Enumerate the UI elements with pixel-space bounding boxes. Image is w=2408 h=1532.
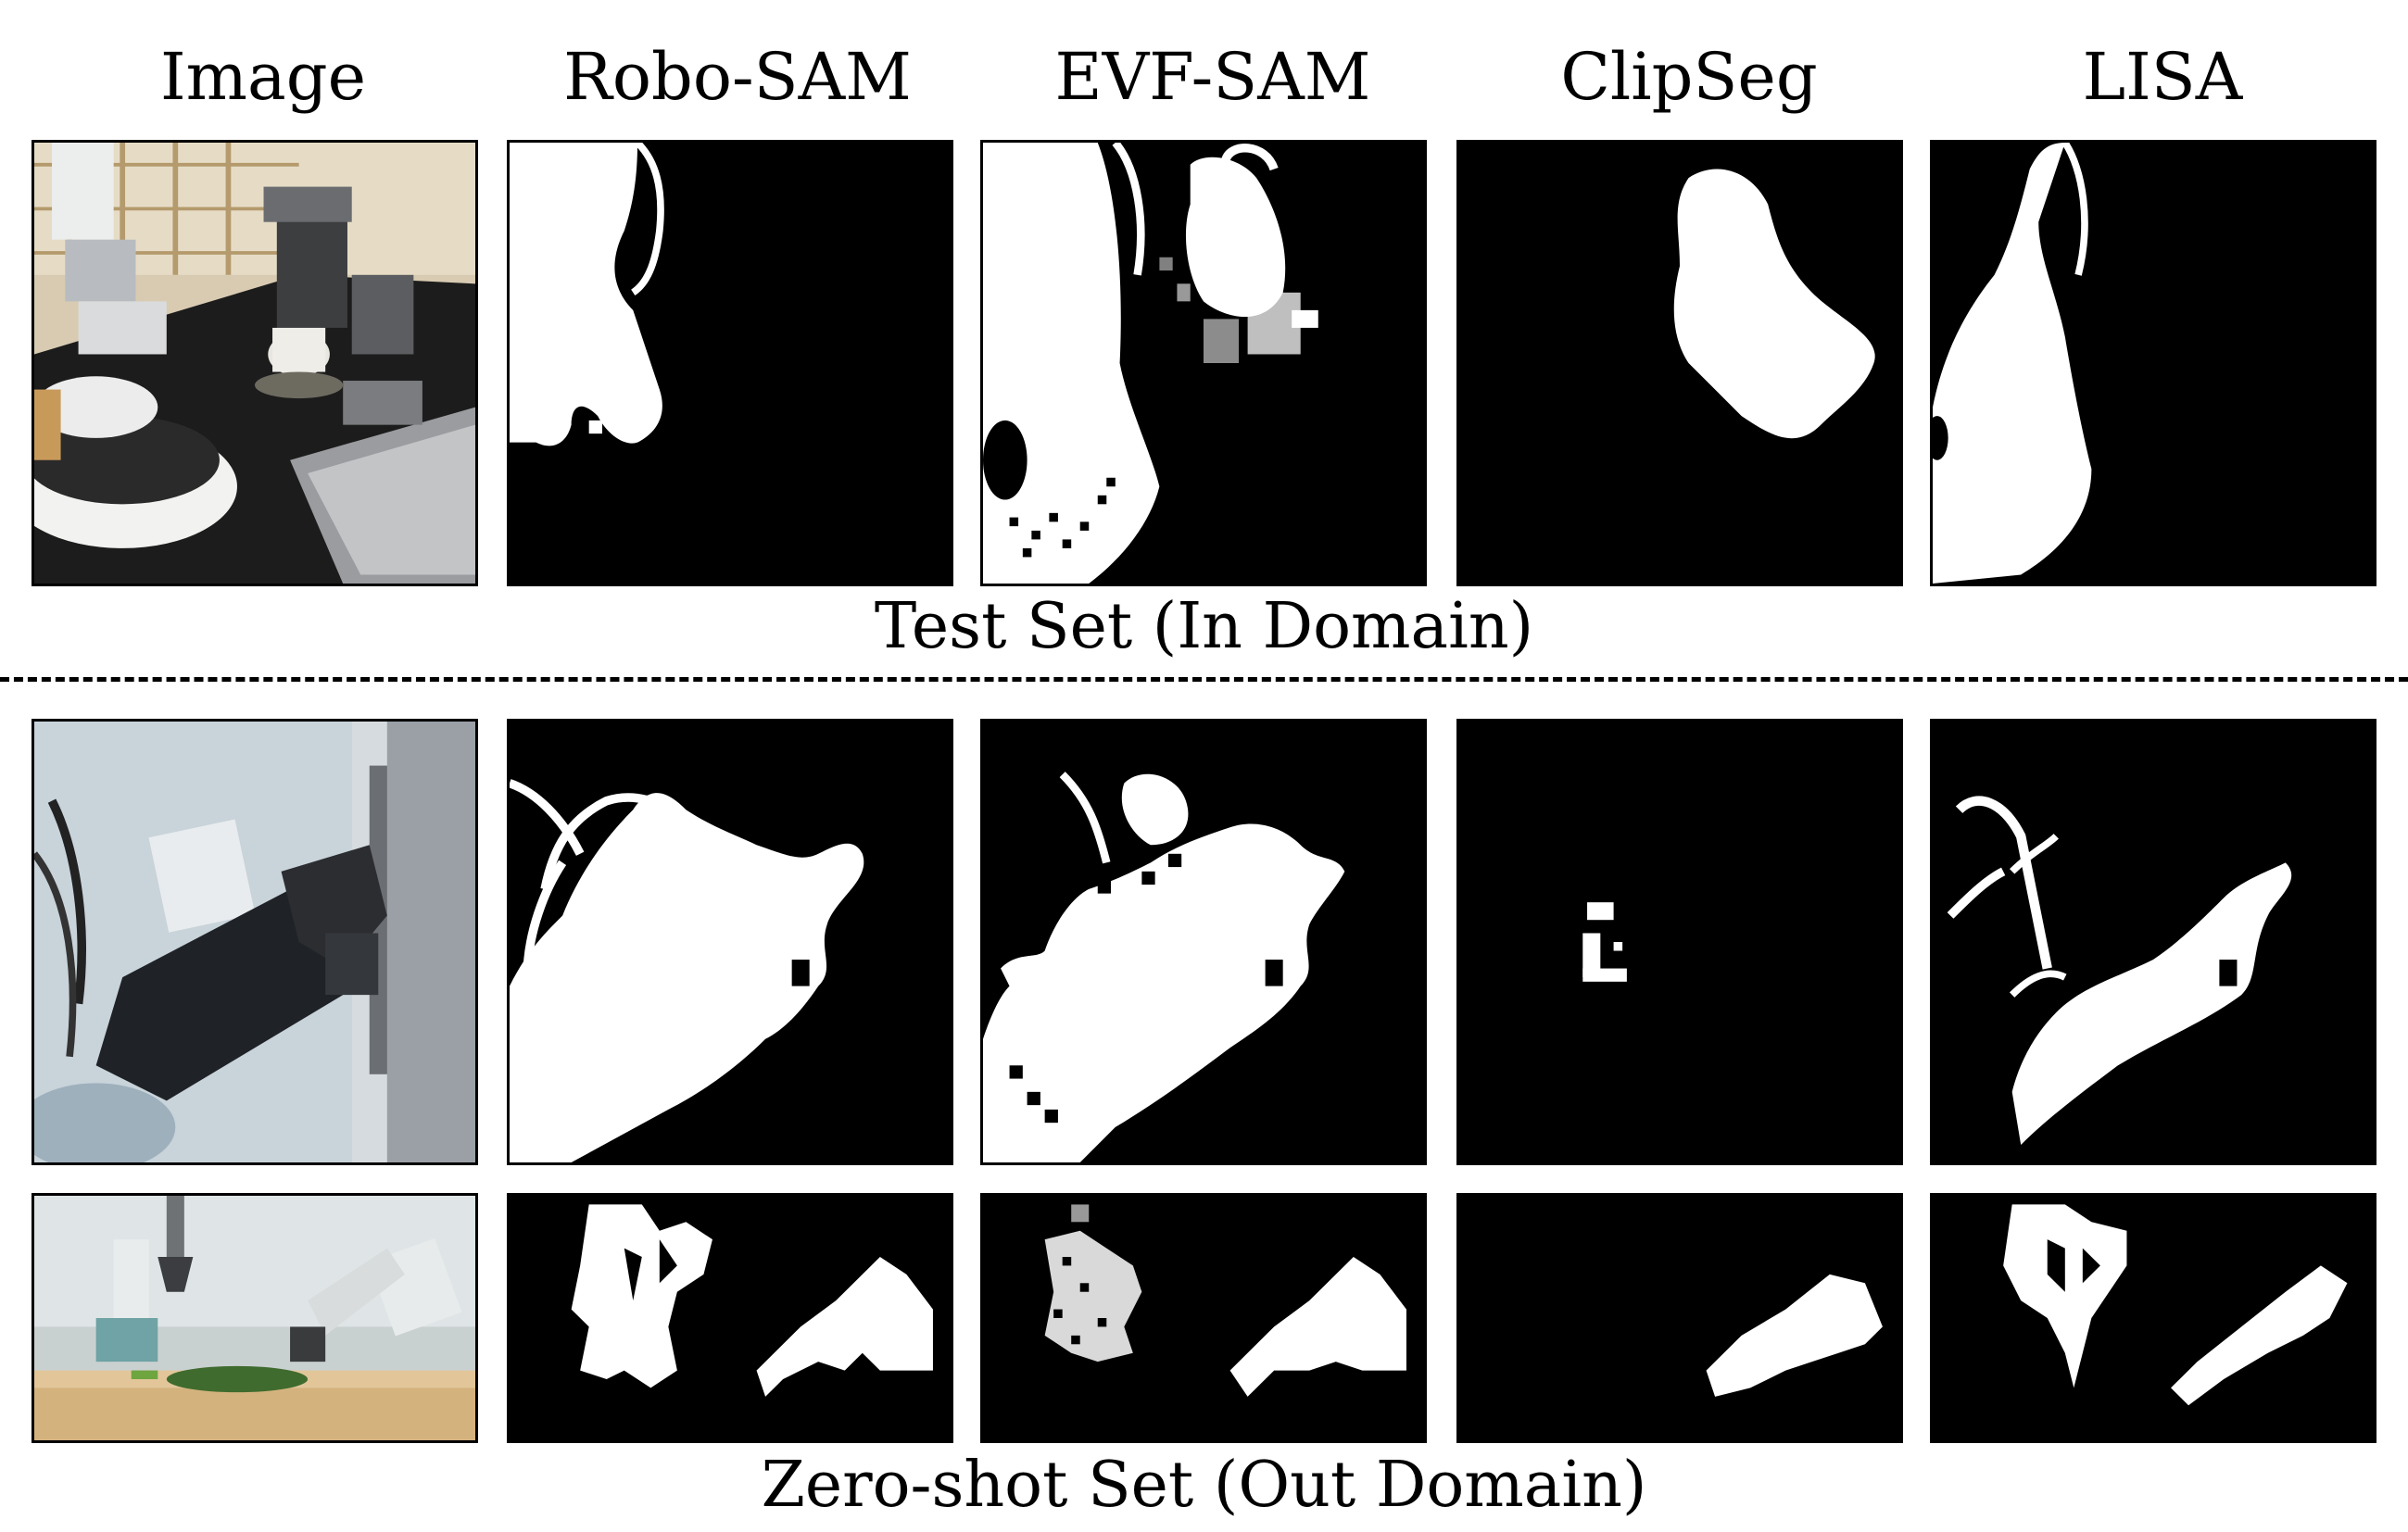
row-divider (0, 677, 2408, 682)
mask-lisa-test (1930, 140, 2376, 586)
column-header-robo-sam: Robo-SAM (563, 39, 912, 115)
mask-robo-sam-zeroshot-2 (507, 1193, 953, 1443)
mask-evf-sam-zeroshot-2 (980, 1193, 1427, 1443)
mask-clipseg-test (1456, 140, 1903, 586)
mask-robo-sam-zeroshot-1 (507, 719, 953, 1165)
input-image-kitchen-robot (32, 140, 478, 586)
mask-evf-sam-test (980, 140, 1427, 586)
mask-evf-sam-zeroshot-1 (980, 719, 1427, 1165)
mask-lisa-zeroshot-2 (1930, 1193, 2376, 1443)
input-image-cucumber-cutting (32, 1193, 478, 1443)
column-header-evf-sam: EVF-SAM (1054, 39, 1371, 115)
caption-zeroshot-set: Zero-shot Set (Out Domain) (761, 1449, 1647, 1522)
column-header-clipseg: ClipSeg (1560, 39, 1818, 115)
column-header-image: Image (160, 39, 366, 115)
mask-robo-sam-test (507, 140, 953, 586)
mask-clipseg-zeroshot-1 (1456, 719, 1903, 1165)
mask-clipseg-zeroshot-2 (1456, 1193, 1903, 1443)
mask-lisa-zeroshot-1 (1930, 719, 2376, 1165)
input-image-gripper-closeup (32, 719, 478, 1165)
column-header-lisa: LISA (2082, 39, 2243, 115)
caption-test-set: Test Set (In Domain) (874, 590, 1534, 663)
